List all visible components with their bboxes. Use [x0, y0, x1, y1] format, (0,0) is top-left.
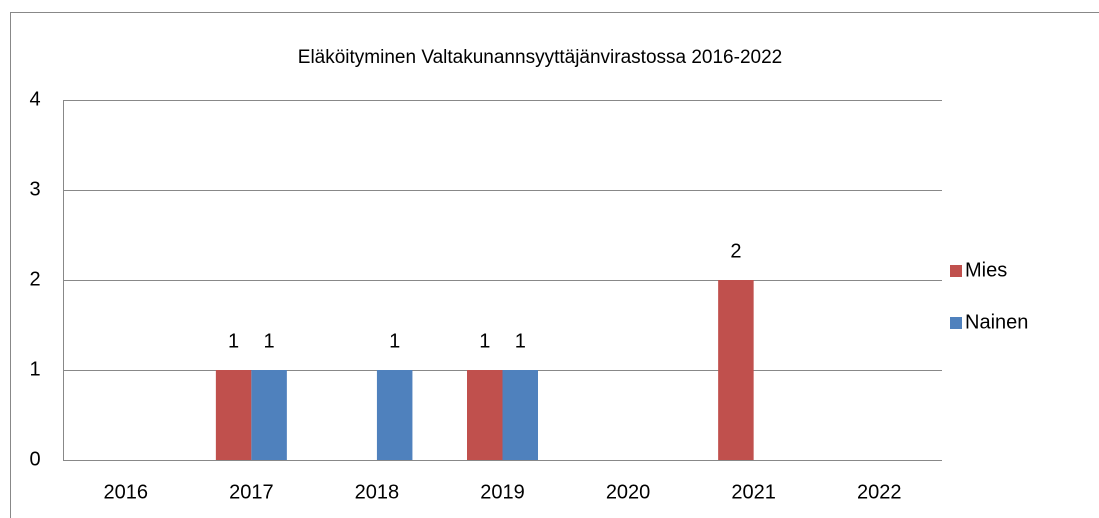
x-tick-label: 2018: [355, 481, 400, 503]
data-label: 1: [389, 330, 400, 352]
chart-title: Eläköityminen Valtakunannsyyttäjänvirast…: [298, 47, 782, 68]
legend-label: Nainen: [965, 311, 1028, 333]
x-tick-label: 2017: [229, 481, 274, 503]
x-tick-label: 2022: [857, 481, 902, 503]
bar: [376, 370, 413, 460]
y-tick-label: 1: [29, 358, 40, 380]
y-tick-label: 3: [29, 178, 40, 200]
bar: [251, 370, 287, 460]
legend-swatch: [950, 317, 962, 329]
data-label: 1: [228, 330, 239, 352]
y-tick-label: 2: [29, 268, 40, 290]
x-tick-label: 2019: [480, 481, 525, 503]
x-tick-label: 2016: [104, 481, 149, 503]
chart-frame: [10, 12, 1099, 518]
y-tick-label: 0: [29, 448, 40, 470]
y-tick-label: 4: [29, 88, 40, 110]
x-tick-label: 2020: [606, 481, 651, 503]
data-label: 1: [515, 330, 526, 352]
bar: [502, 370, 538, 460]
data-label: 2: [730, 240, 741, 262]
data-label: 1: [479, 330, 490, 352]
x-tick-label: 2021: [731, 481, 776, 503]
bar: [215, 370, 252, 460]
bar: [467, 370, 503, 460]
legend-label: Mies: [965, 259, 1007, 281]
legend-swatch: [950, 265, 962, 277]
data-label: 1: [264, 330, 275, 352]
bar: [718, 280, 754, 460]
